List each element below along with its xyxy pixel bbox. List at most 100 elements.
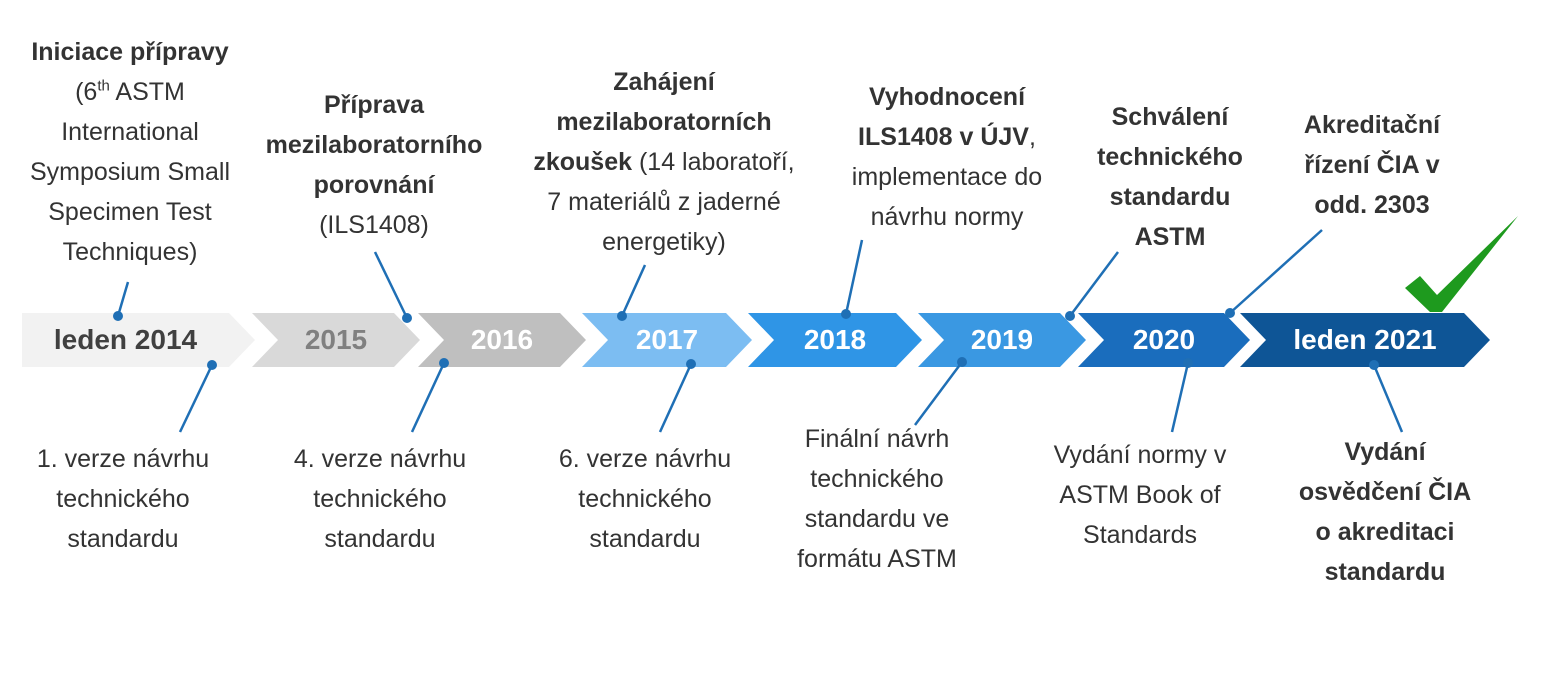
connector-dot (439, 358, 449, 368)
stage-label: 2015 (304, 324, 368, 355)
note-line: standardu (1020, 177, 1320, 217)
milestone-below: 6. verze návrhu technického standardu (495, 439, 795, 559)
note-line: porovnání (224, 165, 524, 205)
note-text: Standards (1083, 521, 1197, 549)
note-line: ASTM Book of (990, 475, 1290, 515)
note-text: ASTM (109, 78, 185, 106)
note-text: 1. verze návrhu (36, 445, 210, 473)
note-line: o akreditaci (1235, 512, 1535, 552)
note-text: Finální návrh (804, 425, 950, 453)
connector-line (116, 281, 130, 317)
connector-line (913, 361, 964, 426)
connector-line (1372, 364, 1404, 433)
note-text: standardu (589, 525, 701, 553)
note-line: zkoušek (14 laboratoří, (514, 142, 814, 182)
note-text: ASTM Book of (1059, 481, 1221, 509)
note-line: International (0, 112, 280, 152)
connector-line (1069, 251, 1119, 317)
note-line: technického (495, 479, 795, 519)
note-text: standardu (67, 525, 179, 553)
note-line: technického (230, 479, 530, 519)
note-line: odd. 2303 (1222, 185, 1522, 225)
note-text: Vydání normy v (1053, 441, 1227, 469)
milestone-above: Akreditační řízení ČIA v odd. 2303 (1222, 105, 1522, 225)
connector-dot (957, 357, 967, 367)
note-text: standardu ve (804, 505, 950, 533)
stage-label: 2019 (970, 324, 1034, 355)
milestone-above: Vyhodnocení ILS1408 v ÚJV, implementace do… (797, 77, 1097, 237)
stage-arrow (582, 313, 752, 367)
note-line: technického (0, 479, 273, 519)
stage-arrow (1240, 313, 1490, 367)
connector-dot (207, 360, 217, 370)
note-text: (ILS1408) (319, 211, 429, 239)
note-line: ILS1408 v ÚJV, (797, 117, 1097, 157)
connector-dot (1225, 308, 1235, 318)
connector-dot (841, 309, 851, 319)
connector-dot (1065, 311, 1075, 321)
stage-label: leden 2021 (1293, 324, 1437, 355)
connector-dot (686, 359, 696, 369)
note-line: Akreditační (1222, 105, 1522, 145)
note-line: standardu (230, 519, 530, 559)
stage-label: 2016 (470, 324, 534, 355)
note-line: návrhu normy (797, 197, 1097, 237)
note-text: návrhu normy (870, 203, 1024, 231)
note-line: Příprava (224, 85, 524, 125)
connector-dot (113, 311, 123, 321)
note-text: Příprava (323, 91, 425, 119)
stage-label: 2020 (1132, 324, 1196, 355)
note-line: 1. verze návrhu (0, 439, 273, 479)
note-line: standardu (0, 519, 273, 559)
note-line: standardu (1235, 552, 1535, 592)
note-text: ILS1408 v ÚJV (858, 123, 1029, 151)
note-text: , (1028, 123, 1036, 151)
note-line: technického (1020, 137, 1320, 177)
note-line: Vydání (1235, 432, 1535, 472)
note-line: (ILS1408) (224, 205, 524, 245)
note-text: technického (578, 485, 712, 513)
note-text: Techniques) (62, 238, 198, 266)
note-text: Akreditační (1303, 111, 1441, 139)
connector-line (410, 362, 446, 433)
note-text: technického (56, 485, 190, 513)
note-line: Specimen Test (0, 192, 280, 232)
note-text: odd. 2303 (1314, 191, 1430, 219)
note-line: standardu (495, 519, 795, 559)
note-text: mezilaboratorních (556, 108, 772, 136)
note-text: osvědčení ČIA (1298, 478, 1472, 506)
note-line: (6th ASTM (0, 72, 280, 112)
note-text: Specimen Test (48, 198, 212, 226)
note-line: ASTM (1020, 217, 1320, 257)
note-text: 6. verze návrhu (558, 445, 732, 473)
note-text: zkoušek (533, 148, 633, 176)
note-text: ASTM (1134, 223, 1206, 251)
note-line: technického (727, 459, 1027, 499)
connector-line (1170, 362, 1190, 433)
note-line: standardu ve (727, 499, 1027, 539)
note-text: technického (1097, 143, 1243, 171)
note-line: Vydání normy v (990, 435, 1290, 475)
milestone-above: Zahájení mezilaboratorních zkoušek (14 lab… (514, 62, 814, 262)
note-line: řízení ČIA v (1222, 145, 1522, 185)
stage-arrow (918, 313, 1086, 367)
note-line: mezilaboratorních (514, 102, 814, 142)
milestone-above: Příprava mezilaboratorního porovnání (ILS14… (224, 85, 524, 245)
note-line: osvědčení ČIA (1235, 472, 1535, 512)
note-text: Iniciace přípravy (31, 38, 229, 66)
stage-arrow (418, 313, 586, 367)
note-text: standardu (1109, 183, 1231, 211)
milestone-below: Vydání normy v ASTM Book of Standards (990, 435, 1290, 555)
note-text: technického (313, 485, 447, 513)
note-text: standardu (1324, 558, 1446, 586)
connector-line (658, 363, 693, 433)
note-text: implementace do (851, 163, 1043, 191)
connector-dot (617, 311, 627, 321)
note-text: 4. verze návrhu (293, 445, 467, 473)
note-text: standardu (324, 525, 436, 553)
stage-label: leden 2014 (53, 324, 198, 355)
note-line: mezilaboratorního (224, 125, 524, 165)
connector-line (373, 251, 409, 319)
